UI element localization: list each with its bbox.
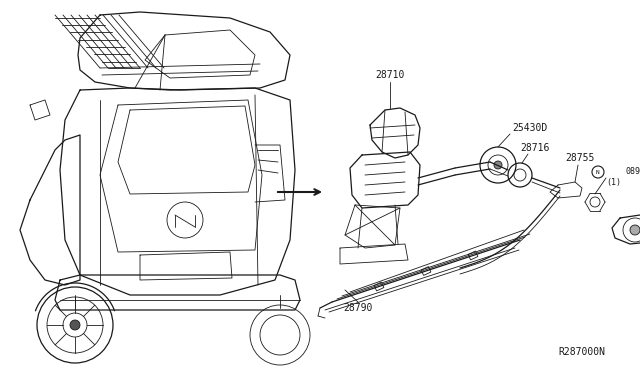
Text: N: N bbox=[596, 170, 600, 174]
Text: R287000N: R287000N bbox=[559, 347, 605, 357]
Bar bbox=[468, 251, 478, 260]
Circle shape bbox=[630, 225, 640, 235]
Text: 28716: 28716 bbox=[520, 143, 550, 153]
Bar bbox=[421, 267, 431, 275]
Bar bbox=[374, 282, 384, 291]
Text: (1): (1) bbox=[607, 179, 621, 187]
Text: 25430D: 25430D bbox=[513, 123, 548, 133]
Text: 28710: 28710 bbox=[375, 70, 404, 80]
Circle shape bbox=[494, 161, 502, 169]
Circle shape bbox=[70, 320, 80, 330]
Text: 28755: 28755 bbox=[565, 153, 595, 163]
Text: 28790: 28790 bbox=[343, 303, 372, 313]
Text: 08918-306IA: 08918-306IA bbox=[625, 167, 640, 176]
